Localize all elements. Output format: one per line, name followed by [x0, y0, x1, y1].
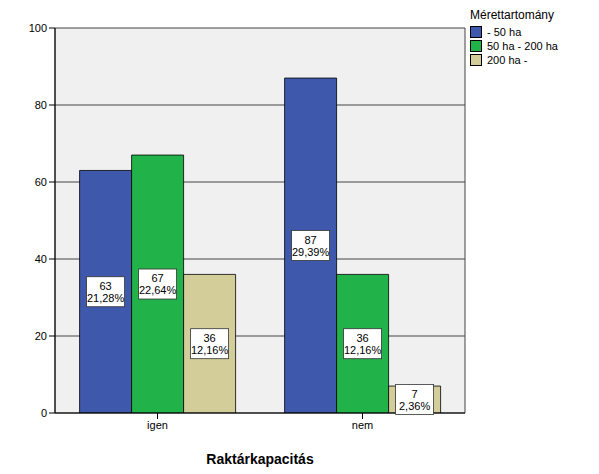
svg-text:7: 7: [412, 388, 418, 400]
svg-text:36: 36: [203, 332, 215, 344]
svg-text:0: 0: [41, 407, 47, 419]
svg-text:21,28%: 21,28%: [87, 292, 125, 304]
svg-text:80: 80: [35, 99, 47, 111]
svg-text:12,16%: 12,16%: [344, 344, 382, 356]
svg-text:igen: igen: [147, 419, 168, 431]
svg-text:40: 40: [35, 253, 47, 265]
svg-text:Raktárkapacitás: Raktárkapacitás: [206, 451, 314, 467]
svg-text:2,36%: 2,36%: [399, 400, 430, 412]
html-text:50 ha - 200 ha: 50 ha - 200 ha: [487, 40, 558, 52]
html-text:- 50 ha: - 50 ha: [487, 26, 522, 38]
svg-text:100: 100: [29, 22, 47, 34]
svg-text:29,39%: 29,39%: [292, 246, 330, 258]
svg-text:67: 67: [151, 272, 163, 284]
svg-text:nem: nem: [352, 419, 373, 431]
svg-text:60: 60: [35, 176, 47, 188]
svg-text:87: 87: [304, 234, 316, 246]
svg-text:63: 63: [99, 280, 111, 292]
svg-text:12,16%: 12,16%: [191, 344, 229, 356]
html-text:Mérettartomány: Mérettartomány: [470, 8, 554, 22]
svg-text:22,64%: 22,64%: [139, 284, 177, 296]
svg-text:20: 20: [35, 330, 47, 342]
html-text:200 ha -: 200 ha -: [487, 54, 528, 66]
svg-text:36: 36: [356, 332, 368, 344]
